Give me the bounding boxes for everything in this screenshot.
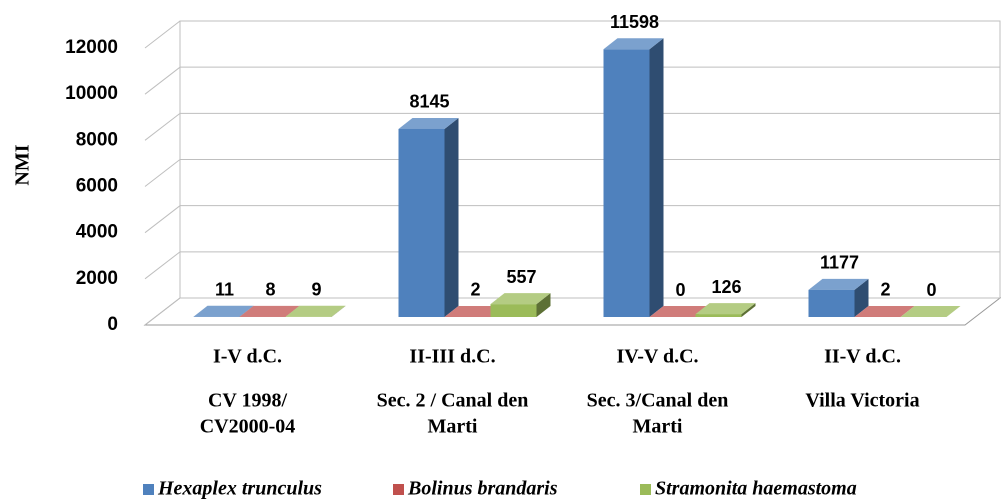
legend-label: Hexaplex trunculus (157, 478, 322, 500)
bar-side (444, 117, 459, 317)
bar (490, 304, 537, 317)
bar-top (490, 293, 551, 305)
bar-side (741, 303, 756, 317)
x-tick-label: Sec. 2 / Canal den (377, 390, 529, 412)
bar-side (536, 293, 551, 317)
grid-line (144, 66, 1000, 95)
y-tick-label: 2000 (76, 268, 118, 289)
grid-line (144, 205, 1000, 234)
bar-top (603, 38, 664, 50)
bar-top (695, 303, 756, 315)
value-label: 8145 (409, 92, 449, 112)
y-tick-label: 0 (107, 314, 118, 335)
value-label: 0 (926, 280, 936, 300)
y-tick-label: 8000 (76, 129, 118, 150)
value-label: 2 (880, 280, 890, 300)
value-label: 9 (311, 280, 321, 300)
bar (808, 289, 855, 317)
x-tick-label: II-V d.C. (824, 346, 901, 368)
bar-side (331, 305, 346, 317)
x-tick-label: I-V d.C. (213, 346, 282, 368)
bar-side (854, 278, 869, 317)
y-tick-label: 12000 (65, 37, 118, 58)
legend-swatch (393, 484, 404, 495)
x-tick-label: Marti (633, 416, 683, 438)
y-tick-label: 4000 (76, 222, 118, 243)
grid-line (144, 20, 1000, 49)
legend-swatch (640, 484, 651, 495)
grid-line (144, 112, 1000, 141)
x-tick-label: Sec. 3/Canal den (587, 390, 729, 412)
bar (603, 49, 650, 317)
value-label: 8 (265, 280, 275, 300)
bar (695, 314, 742, 317)
grid-line (144, 297, 1000, 326)
bar-top (239, 305, 300, 317)
value-label: 126 (711, 277, 741, 297)
x-tick-label: CV2000-04 (200, 416, 296, 438)
bar-top (808, 278, 869, 290)
legend-label: Bolinus brandaris (407, 478, 558, 500)
value-label: 1177 (820, 253, 859, 273)
x-tick-label: IV-V d.C. (616, 346, 698, 368)
bar-top (854, 305, 915, 317)
x-tick-label: Villa Victoria (805, 390, 919, 412)
value-label: 11598 (610, 12, 659, 32)
legend-swatch (143, 484, 154, 495)
bar-top (285, 305, 346, 317)
bar-top (900, 306, 961, 317)
value-label: 557 (506, 267, 536, 287)
value-label: 2 (470, 280, 480, 300)
x-tick-label: CV 1998/ (208, 390, 288, 412)
bar-top (398, 117, 459, 129)
bar-top (444, 305, 505, 317)
grid-line (144, 251, 1000, 280)
bar-side (649, 38, 664, 317)
x-tick-label: II-III d.C. (409, 346, 495, 368)
y-tick-label: 10000 (65, 83, 118, 104)
bar-top (649, 306, 710, 317)
legend-label: Stramonita haemastoma (655, 478, 857, 500)
bar (398, 128, 445, 317)
value-label: 11 (215, 279, 234, 299)
bar-top (193, 305, 254, 317)
y-tick-label: 6000 (76, 176, 118, 197)
y-axis-title: NMI (12, 144, 34, 185)
x-tick-label: Marti (428, 416, 478, 438)
bar-side (900, 305, 915, 317)
value-label: 0 (675, 280, 685, 300)
grid-line (144, 159, 1000, 187)
